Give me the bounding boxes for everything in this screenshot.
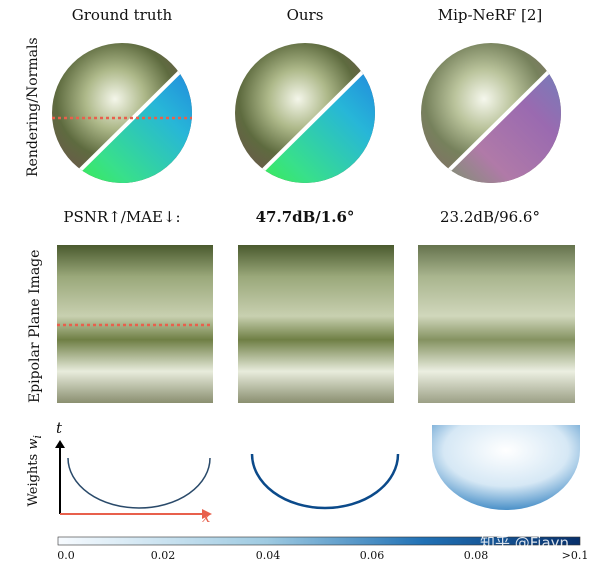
x-axis-label: x xyxy=(202,508,211,526)
ours-epi xyxy=(238,245,394,403)
colorbar-tick: 0.08 xyxy=(463,549,489,562)
column-title-ours: Ours xyxy=(286,6,324,24)
watermark: 知乎 @Fiayn xyxy=(480,534,570,552)
mipnerf-weights-map xyxy=(432,425,580,510)
ours-weights-curve xyxy=(250,453,400,510)
ground-truth-rendering-normals xyxy=(52,43,192,183)
x-axis-arrow-icon xyxy=(202,509,212,519)
t-axis-arrow-icon xyxy=(55,440,65,448)
column-title-mipnerf: Mip-NeRF [2] xyxy=(437,6,543,24)
mipnerf-rendering-normals xyxy=(421,43,561,183)
colorbar-tick: 0.04 xyxy=(255,549,281,562)
colorbar xyxy=(57,536,581,546)
metric-label: PSNR↑/MAE↓: xyxy=(63,208,181,226)
ours-rendering-normals xyxy=(235,43,375,183)
colorbar-tick: 0.0 xyxy=(57,549,75,562)
t-axis-label: t xyxy=(56,419,63,437)
metric-mipnerf: 23.2dB/96.6° xyxy=(440,208,540,226)
colorbar-tick: 0.02 xyxy=(150,549,176,562)
ground-truth-weights-curve xyxy=(67,457,211,509)
metric-ours: 47.7dB/1.6° xyxy=(255,208,355,226)
colorbar-tick: 0.06 xyxy=(359,549,385,562)
column-title-ground-truth: Ground truth xyxy=(71,6,173,24)
mipnerf-epi xyxy=(418,245,575,403)
colorbar-tick: >0.1 xyxy=(561,549,589,562)
